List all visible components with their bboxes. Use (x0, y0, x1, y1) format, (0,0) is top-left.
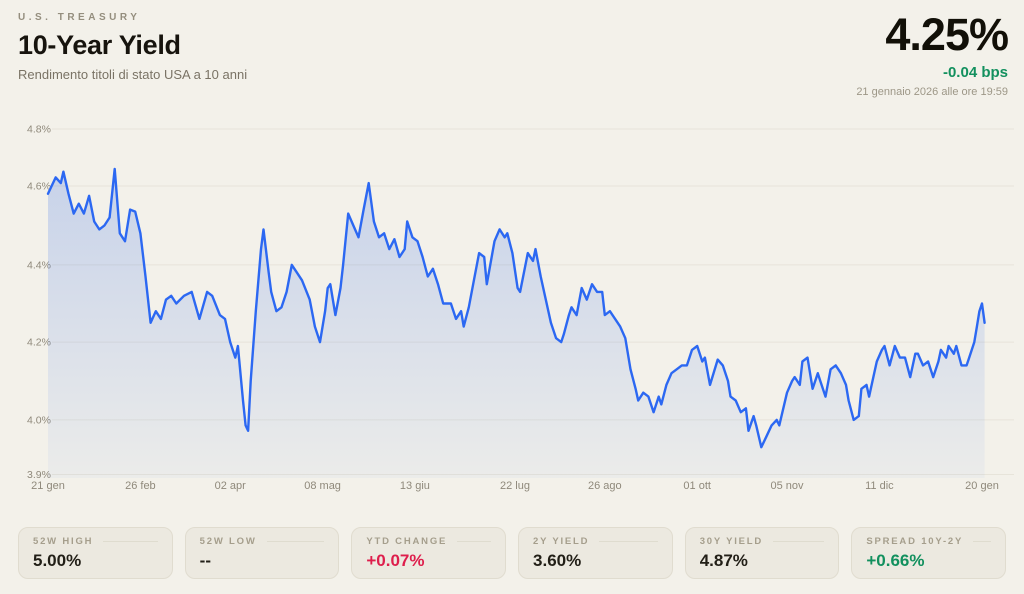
stat-card-value: 3.60% (533, 551, 582, 570)
x-axis-label: 05 nov (770, 480, 804, 492)
x-axis-label: 20 gen (965, 480, 999, 492)
x-axis-label: 02 apr (215, 480, 247, 492)
last-updated-timestamp: 21 gennaio 2026 alle ore 19:59 (856, 86, 1008, 98)
stat-card-value: -- (199, 551, 211, 570)
area-fill (48, 168, 985, 478)
y-axis-label: 4.8% (27, 124, 51, 136)
yield-chart[interactable]: 4.8% 4.6% 4.4% 4.2% 4.0% 3.9% 21 gen 26 feb 02 a… (0, 108, 1024, 500)
stat-card-label: 52W LOW (199, 536, 257, 547)
stat-card-30y-yield: 30Y YIELD 4.87% (684, 527, 840, 579)
stat-card-52w-low: 52W LOW -- (184, 527, 340, 579)
stat-card-header: SPREAD 10Y-2Y (866, 536, 992, 547)
stat-card-divider (457, 541, 492, 542)
header-left: U.S. TREASURY 10-Year Yield Rendimento t… (18, 12, 247, 82)
x-axis-label: 21 gen (31, 480, 65, 492)
stat-card-divider (103, 541, 158, 542)
stat-card-52w-high: 52W HIGH 5.00% (18, 527, 173, 579)
stat-card-header: YTD CHANGE (366, 536, 492, 547)
x-axis-label: 22 lug (500, 480, 530, 492)
yield-line (46, 167, 986, 449)
stat-card-value: 5.00% (33, 551, 82, 570)
stat-card-divider (266, 541, 325, 542)
yield-chart-svg[interactable]: 4.8% 4.6% 4.4% 4.2% 4.0% 3.9%21 gen 26 feb 02 a… (0, 108, 1024, 500)
x-axis-label: 08 mag (304, 480, 341, 492)
stat-card-label: SPREAD 10Y-2Y (866, 536, 964, 547)
stat-card-header: 52W LOW (200, 536, 325, 547)
stat-card-divider (773, 541, 825, 542)
x-axis-label: 26 feb (125, 480, 156, 492)
x-axis-label: 01 ott (683, 480, 711, 492)
y-axis-label: 4.2% (27, 337, 51, 349)
x-axis-label: 26 ago (588, 480, 622, 492)
stat-card-ytd-change: YTD CHANGE +0.07% (351, 527, 507, 579)
stat-cards-row: 52W HIGH 5.00% 52W LOW -- YTD CHANGE +0.07% 2Y… (18, 527, 1007, 579)
header: U.S. TREASURY 10-Year Yield Rendimento t… (18, 9, 1009, 98)
y-axis-label: 4.0% (27, 414, 51, 426)
current-yield-value: 4.25% (885, 9, 1009, 60)
stat-card-value: +0.66% (866, 551, 925, 570)
stat-card-value: +0.07% (366, 551, 425, 570)
header-right: 4.25% -0.04 bps 21 gennaio 2026 alle ore… (856, 9, 1009, 98)
stat-card-label: 2Y YIELD (533, 536, 590, 547)
page-subtitle: Rendimento titoli di stato USA a 10 anni (18, 67, 248, 82)
brand-label: U.S. TREASURY (18, 12, 141, 23)
stat-card-divider (599, 541, 658, 542)
stat-card-header: 52W HIGH (33, 536, 158, 547)
stat-card-2y-yield: 2Y YIELD 3.60% (518, 527, 673, 579)
y-axis-label: 4.4% (27, 259, 51, 271)
x-axis-label: 13 giu (400, 480, 430, 492)
page-title: 10-Year Yield (18, 30, 181, 60)
stat-card-label: 52W HIGH (33, 536, 94, 547)
y-axis-label: 3.9% (27, 469, 51, 481)
stat-card-divider (973, 541, 992, 542)
stat-card-label: 30Y YIELD (699, 536, 764, 547)
stat-card-value: 4.87% (699, 551, 748, 570)
y-axis-label: 4.6% (27, 181, 51, 193)
x-axis-label: 11 dic (865, 480, 894, 492)
stat-card-header: 30Y YIELD (700, 536, 825, 547)
stat-card-label: YTD CHANGE (366, 536, 448, 547)
yield-change-badge: -0.04 bps (942, 64, 1008, 81)
stat-card-spread-10y-2y: SPREAD 10Y-2Y +0.66% (851, 527, 1007, 579)
stat-card-header: 2Y YIELD (533, 536, 658, 547)
